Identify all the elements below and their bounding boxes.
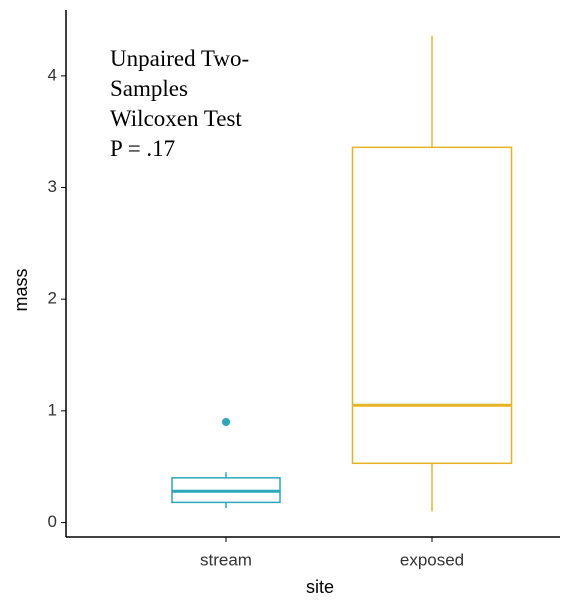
y-tick-label: 3 xyxy=(48,177,57,196)
annotation: Wilcoxen Test xyxy=(110,106,242,131)
y-tick-label: 2 xyxy=(48,289,57,308)
annotation: P = .17 xyxy=(110,136,175,161)
x-axis-label: site xyxy=(306,577,334,597)
x-tick-label: exposed xyxy=(400,550,464,569)
y-tick-label: 0 xyxy=(48,512,57,531)
y-axis-label: mass xyxy=(11,268,31,311)
y-tick-label: 4 xyxy=(48,65,57,84)
outlier xyxy=(222,417,230,426)
y-tick-label: 1 xyxy=(48,400,57,419)
annotation: Samples xyxy=(110,76,188,101)
box xyxy=(351,146,513,465)
annotation: Unpaired Two- xyxy=(110,46,249,71)
x-tick-label: stream xyxy=(200,550,252,569)
